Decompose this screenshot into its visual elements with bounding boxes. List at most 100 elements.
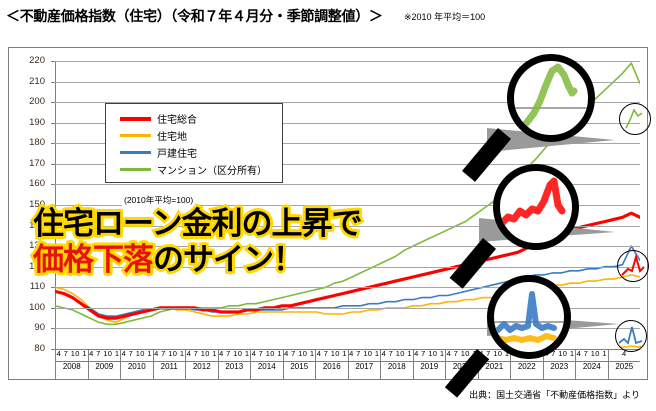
x-axis-month-ticks: 4 7 10 1 (349, 349, 380, 358)
y-axis-tick-label: 100 (29, 301, 45, 313)
x-axis-month-ticks: 4 7 10 1 (251, 349, 282, 358)
magnifier-small-sogo (617, 250, 649, 282)
x-axis-year-cell: 4 7 10 1 2013 (217, 349, 251, 379)
y-axis-tick-mark (51, 102, 55, 104)
magnifier-mansion-peak (462, 50, 604, 182)
gridline (55, 143, 640, 145)
gridline (55, 102, 640, 104)
legend-label: マンション（区分所有） (157, 166, 267, 177)
gridline (55, 205, 640, 206)
legend-item: 住宅地 (120, 127, 282, 144)
x-axis-year-label: 2009 (95, 362, 114, 371)
x-axis-month-ticks: 4 7 10 1 (576, 349, 607, 358)
legend-label: 住宅総合 (157, 115, 197, 126)
y-axis-tick-label: 170 (29, 157, 45, 169)
gridline (55, 163, 640, 165)
mag-lens-mansion (507, 54, 595, 142)
magnifier-small-kodate (615, 320, 647, 352)
legend-swatch-icon (120, 168, 151, 171)
y-axis-tick-label: 80 (34, 343, 45, 354)
legend-swatch-icon (120, 116, 151, 121)
y-axis-tick-mark (51, 287, 55, 289)
x-axis-year-label: 2015 (290, 362, 309, 371)
y-axis-tick-label: 110 (29, 281, 45, 293)
y-axis-tick-mark (51, 246, 55, 248)
x-axis-month-ticks: 4 7 10 1 (479, 349, 510, 358)
legend-item: 住宅総合 (120, 110, 282, 127)
gridline (55, 287, 640, 289)
x-axis-year-label: 2012 (192, 362, 211, 371)
legend-item: 戸建住宅 (120, 144, 282, 161)
y-axis-tick-label: 140 (29, 219, 45, 231)
gridline (55, 246, 640, 248)
x-axis: 4 7 10 1 2008 4 7 10 1 2009 4 7 10 1 2010 4 7 … (55, 349, 640, 379)
source-note: 出典：国土交通省「不動産価格指数」より (469, 390, 640, 400)
y-axis-tick-label: 210 (29, 75, 45, 87)
magnifier-kodate-spike (444, 273, 584, 398)
x-axis-year-cell: 4 7 10 1 2012 (185, 349, 218, 379)
x-axis-year-cell: 4 7 10 1 2016 (315, 349, 348, 379)
y-axis-tick-mark (51, 266, 55, 268)
x-axis-year-label: 2010 (127, 362, 146, 371)
gridline (55, 122, 640, 124)
gridline (55, 184, 640, 186)
x-axis-year-cell: 4 7 10 1 2014 (250, 349, 283, 379)
x-axis-year-cell: 4 7 10 1 2018 (380, 349, 413, 379)
x-axis-year-label: 2016 (322, 362, 341, 371)
legend-item: マンション（区分所有） (120, 161, 282, 178)
chart-frame: 80 90 100 110 120 130 140 150 160 170 180 190 200 210… (8, 47, 651, 398)
x-axis-year-cell: 4 7 10 1 2019 (412, 349, 446, 379)
base-year-note: ※2010 年平均＝100 (404, 12, 486, 22)
mag-lens-sogo (493, 164, 579, 250)
page-header: ＜不動産価格指数（住宅）（令和７年４月分・季節調整値）＞ ※2010 年平均＝1… (6, 4, 650, 30)
x-axis-year-label: 2025 (615, 362, 634, 371)
x-axis-year-cell: 4 7 10 1 2008 (55, 349, 88, 379)
x-axis-year-label: 2021 (485, 362, 504, 371)
x-axis-month-ticks: 4 7 10 1 (381, 349, 412, 358)
y-axis-tick-mark (51, 81, 55, 83)
y-axis-tick-label: 220 (29, 55, 45, 66)
y-axis-tick-mark (51, 225, 55, 227)
magnifier-small-mansion (619, 103, 651, 135)
gridline (55, 307, 640, 309)
legend-swatch-icon (120, 134, 151, 137)
page-title: ＜不動産価格指数（住宅）（令和７年４月分・季節調整値）＞ (6, 8, 383, 24)
x-axis-month-ticks: 4 7 10 1 (121, 349, 152, 358)
x-axis-year-cell: 4 7 10 1 2017 (347, 349, 381, 379)
y-axis-tick-mark (51, 122, 55, 124)
x-axis-month-ticks: 4 (621, 349, 627, 358)
x-axis-year-label: 2019 (420, 362, 439, 371)
gridline (55, 328, 640, 330)
x-axis-year-cell: 4 7 10 1 2009 (87, 349, 121, 379)
inchart-base-note: (2010年平均=100) (122, 194, 196, 206)
x-axis-month-ticks: 4 7 10 1 (89, 349, 120, 358)
x-axis-year-label: 2017 (355, 362, 374, 371)
gridline (55, 81, 640, 83)
x-axis-month-ticks: 4 7 10 1 (186, 349, 217, 358)
legend-swatch-icon (120, 151, 151, 154)
y-axis-tick-mark (51, 61, 55, 62)
y-axis-tick-label: 150 (29, 199, 45, 210)
series-line (55, 62, 640, 326)
magnifier-sogo-peak (449, 158, 592, 289)
x-axis-month-ticks: 4 7 10 1 (414, 349, 445, 358)
gridline (55, 266, 640, 268)
x-axis-month-ticks: 4 7 10 1 (219, 349, 250, 358)
x-axis-year-label: 2013 (225, 362, 244, 371)
x-axis-year-cell: 4 7 10 1 2015 (282, 349, 316, 379)
y-axis-tick-mark (51, 349, 55, 350)
gridline (55, 61, 640, 62)
x-axis-year-label: 2008 (62, 362, 81, 371)
x-axis-year-cell: 4 7 10 1 2023 (542, 349, 576, 379)
legend-label: 戸建住宅 (157, 149, 197, 160)
gridline (55, 225, 640, 227)
y-axis-tick-label: 190 (29, 116, 45, 128)
x-axis-year-cell: 4 2025 (607, 349, 641, 379)
y-axis-tick-label: 120 (29, 260, 45, 272)
legend-label: 住宅地 (157, 132, 187, 143)
y-axis-tick-label: 90 (34, 322, 45, 334)
y-axis-tick-label: 180 (29, 137, 45, 149)
y-axis-tick-mark (51, 163, 55, 165)
x-axis-month-ticks: 4 7 10 1 (446, 349, 477, 358)
y-axis-tick-label: 200 (29, 96, 45, 108)
